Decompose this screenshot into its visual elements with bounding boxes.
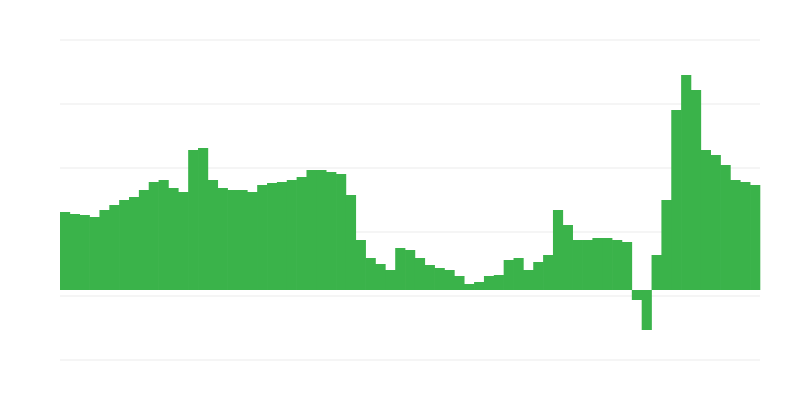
bar: [631, 290, 642, 300]
bar: [89, 217, 100, 290]
bar: [227, 190, 238, 290]
bar: [79, 215, 90, 290]
bar: [247, 192, 258, 290]
bar: [671, 110, 682, 290]
bar: [720, 165, 731, 290]
bar: [444, 270, 455, 290]
bar: [543, 255, 554, 290]
bar: [710, 155, 721, 290]
bar: [405, 250, 416, 290]
bar: [336, 174, 347, 290]
bar: [60, 212, 71, 290]
bar: [562, 225, 573, 290]
bar: [276, 182, 288, 290]
bar: [740, 182, 751, 290]
bar: [237, 190, 248, 290]
bar: [533, 262, 544, 290]
bar: [612, 240, 623, 290]
bar: [395, 248, 406, 290]
bar: [109, 205, 120, 290]
bar: [267, 183, 278, 290]
bar: [326, 172, 337, 290]
bar: [730, 180, 741, 290]
bar: [217, 188, 228, 290]
bar: [306, 170, 317, 290]
bar: [424, 265, 435, 290]
bar: [690, 90, 702, 290]
bar: [592, 238, 603, 290]
bar: [464, 284, 475, 290]
bar: [365, 258, 376, 290]
bar: [661, 200, 672, 290]
bar: [316, 170, 327, 290]
bar: [385, 270, 396, 290]
bar: [552, 210, 564, 290]
bar: [99, 210, 110, 290]
bar: [414, 258, 426, 290]
bar: [207, 180, 219, 290]
bar: [296, 177, 307, 290]
bar: [129, 197, 140, 290]
bar: [651, 255, 662, 290]
bar: [700, 150, 712, 290]
bar: [641, 290, 652, 330]
bar: [572, 240, 583, 290]
bar: [345, 195, 357, 290]
bar: [375, 264, 386, 290]
bar: [493, 275, 504, 290]
bar: [158, 180, 169, 290]
bar: [434, 268, 445, 290]
bar: [454, 276, 465, 290]
bar: [188, 150, 199, 290]
bar: [178, 192, 189, 290]
bar: [148, 182, 159, 290]
bar: [119, 200, 130, 290]
bar: [483, 276, 495, 290]
bar: [621, 242, 633, 290]
bar: [513, 258, 524, 290]
bar: [168, 188, 179, 290]
bar: [602, 238, 613, 290]
bar: [138, 190, 150, 290]
bar: [750, 185, 761, 290]
bar: [355, 240, 366, 290]
bar: [286, 180, 297, 290]
bar: [523, 270, 534, 290]
bar: [69, 214, 81, 290]
bar: [503, 260, 514, 290]
bar: [198, 148, 209, 290]
bar: [474, 282, 485, 290]
bar: [257, 185, 268, 290]
bar: [681, 75, 692, 290]
bar: [582, 240, 593, 290]
